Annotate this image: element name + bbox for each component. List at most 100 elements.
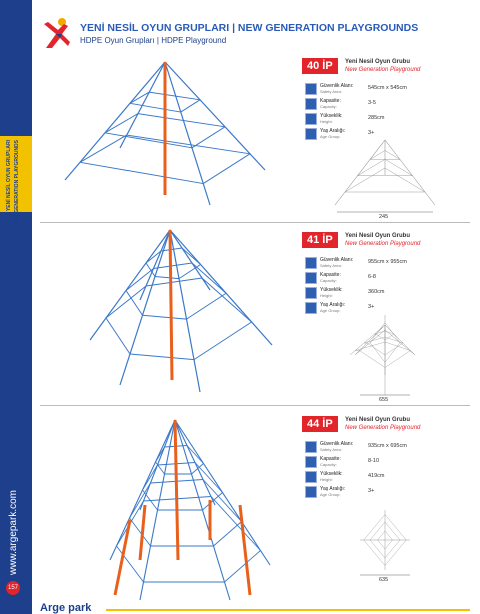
spec-value: 955cm x 955cm: [368, 259, 407, 265]
spec-icon: [305, 287, 317, 299]
rope: [129, 91, 150, 104]
rope: [164, 61, 266, 171]
rope: [369, 521, 386, 541]
pole: [113, 519, 132, 596]
rope: [363, 514, 386, 541]
spec-label: Yaş Aralığı:: [320, 302, 346, 308]
rope: [186, 445, 204, 464]
dimension-label: 635: [379, 577, 389, 583]
rope: [202, 153, 251, 184]
pole: [173, 419, 180, 561]
rope: [79, 161, 204, 185]
rope: [384, 139, 436, 206]
rope: [154, 276, 180, 280]
rope: [105, 317, 131, 355]
pole: [238, 504, 252, 596]
product-name-en: New Generation Playground: [345, 241, 421, 247]
rope: [357, 159, 386, 176]
product-code: 44 İP: [302, 416, 338, 432]
logo: [44, 18, 70, 48]
rope: [369, 342, 386, 363]
rope: [213, 521, 242, 547]
product-name: Yeni Nesil Oyun Grubu: [345, 233, 411, 239]
rope: [354, 324, 386, 356]
rope: [369, 150, 386, 160]
rope: [344, 167, 386, 193]
spec-label-en: Height:: [320, 293, 333, 298]
spec-label: Kapasite:: [320, 272, 341, 278]
rope: [384, 530, 393, 541]
dimension-label: 655: [379, 397, 389, 403]
section-tab: YENİ NESİL OYUN GRUPLARI NEW GENERATION …: [0, 136, 32, 226]
rope: [384, 341, 411, 351]
spec-label: Yükseklik:: [320, 287, 343, 293]
product-name: Yeni Nesil Oyun Grubu: [345, 59, 411, 65]
rope: [363, 539, 386, 566]
rope: [145, 277, 203, 287]
rope: [377, 530, 386, 541]
rope: [89, 229, 171, 341]
spec-label: Güvenlik Alanı:: [320, 257, 354, 263]
spec-value: 8-10: [368, 458, 380, 464]
rope: [377, 539, 386, 550]
page-title: YENİ NESİL OYUN GRUPLARI | NEW GENERATIO…: [80, 22, 419, 34]
rope: [224, 550, 261, 583]
spec-label-en: Safety Area:: [320, 89, 342, 94]
rope: [125, 290, 143, 316]
rope: [384, 539, 393, 550]
product-name-en: New Generation Playground: [345, 67, 421, 73]
rope: [155, 446, 165, 463]
spec-value: 3+: [368, 304, 375, 310]
spec-label-en: Capacity:: [320, 278, 337, 283]
footer-brand: Arge park: [40, 602, 91, 614]
spec-icon: [305, 83, 317, 95]
rope: [191, 126, 226, 149]
rope: [180, 99, 201, 113]
page-subtitle: HDPE Oyun Grupları | HDPE Playground: [80, 36, 227, 45]
spec-value: 3-5: [368, 100, 376, 106]
spec-icon: [305, 302, 317, 314]
brand-text: Arge park: [40, 602, 92, 614]
rope: [384, 159, 413, 176]
rope: [142, 489, 158, 511]
rope: [64, 61, 166, 181]
rope: [384, 521, 401, 541]
pole: [168, 229, 174, 381]
spec-label-en: Safety Area:: [320, 447, 342, 452]
product-code: 40 İP: [302, 58, 338, 74]
separator: [40, 222, 470, 223]
spec-value: 3+: [368, 488, 375, 494]
rope: [384, 539, 407, 566]
rope: [181, 247, 201, 265]
rope: [129, 102, 181, 113]
spec-label: Güvenlik Alanı:: [320, 83, 354, 89]
spec-label: Güvenlik Alanı:: [320, 441, 354, 447]
pole: [138, 504, 147, 561]
spec-label: Kapasite:: [320, 456, 341, 462]
rope: [169, 229, 211, 291]
spec-value: 3+: [368, 130, 375, 136]
spec-value: 419cm: [368, 473, 385, 479]
rope: [104, 113, 139, 134]
spec-icon: [305, 441, 317, 453]
spec-value: 285cm: [368, 115, 385, 121]
spec-label-en: Height:: [320, 477, 333, 482]
rope: [186, 292, 227, 320]
rope: [164, 61, 211, 206]
spec-label: Yükseklik:: [320, 113, 343, 119]
spec-value: 6-8: [368, 274, 376, 280]
rope: [191, 463, 204, 475]
spec-label-en: Safety Area:: [320, 263, 342, 268]
rope: [355, 341, 386, 351]
rope: [384, 342, 401, 363]
spec-label-en: Age Group:: [320, 308, 341, 313]
rope: [384, 342, 404, 356]
spec-value: 545cm x 545cm: [368, 85, 407, 91]
rope: [104, 132, 193, 149]
spec-label-en: Capacity:: [320, 104, 337, 109]
rope: [384, 150, 401, 160]
spec-label: Yaş Aralığı:: [320, 486, 346, 492]
spec-value: 935cm x 695cm: [368, 443, 407, 449]
rope: [79, 134, 127, 163]
